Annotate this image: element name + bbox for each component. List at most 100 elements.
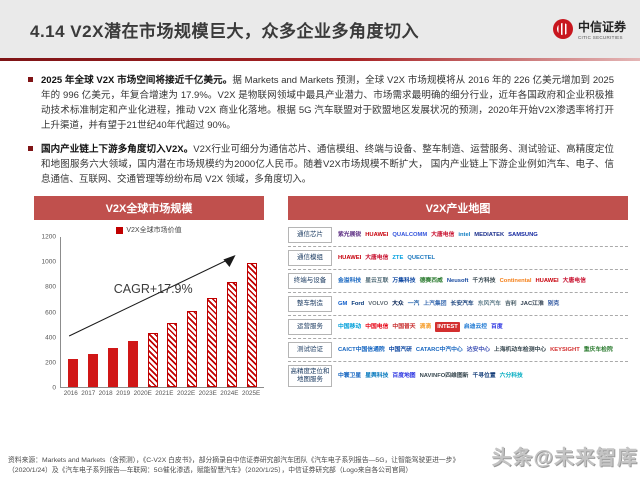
bullet-item-2: 国内产业链上下游多角度切入V2X。V2X行业可细分为通信芯片、通信模组、终端与设… bbox=[28, 142, 614, 187]
y-axis-tick: 1000 bbox=[41, 258, 56, 266]
bar-series bbox=[61, 237, 264, 387]
company-logos: 中寰卫星 星舆科技 百度地图 NAVINFO四维图新 千寻位置 六分科技 bbox=[338, 371, 628, 381]
industry-map-panel: V2X产业地图 通信芯片 紫光展锐 HUAWEI QUALCOMM 大唐电信 intel M… bbox=[288, 196, 628, 397]
bar-2022E bbox=[187, 311, 198, 387]
company-logo: ZTE bbox=[392, 255, 404, 261]
source-line-1: 资料来源：Markets and Markets（含预测），《C-V2X 白皮书… bbox=[8, 457, 460, 464]
company-logo: 金溢科技 bbox=[338, 278, 362, 284]
bullet-text: 国内产业链上下游多角度切入V2X。V2X行业可细分为通信芯片、通信模组、终端与设… bbox=[41, 142, 614, 187]
y-axis-tick: 1200 bbox=[41, 233, 56, 241]
company-logos: 紫光展锐 HUAWEI QUALCOMM 大唐电信 intel MEDIATEK SAMSU… bbox=[338, 230, 628, 240]
company-logo: 中国汽研 bbox=[388, 347, 412, 353]
company-logo: 重庆车检院 bbox=[583, 347, 613, 353]
y-axis-tick: 200 bbox=[45, 359, 56, 367]
category-label: 通信模组 bbox=[288, 250, 332, 266]
company-logo: QUECTEL bbox=[407, 255, 436, 261]
company-logos: HUAWEI 大唐电信 ZTE QUECTEL bbox=[338, 253, 628, 263]
company-logo: SAMSUNG bbox=[508, 232, 538, 238]
y-axis-tick: 800 bbox=[45, 283, 56, 291]
y-axis-tick: 600 bbox=[45, 309, 56, 316]
category-label: 测试验证 bbox=[288, 342, 332, 358]
company-logo: NAVINFO四维图新 bbox=[419, 373, 469, 379]
company-logo: INTEST bbox=[435, 322, 460, 332]
company-logo: 别克 bbox=[547, 301, 560, 307]
legend-swatch-icon bbox=[116, 226, 124, 234]
company-logo: 星云互联 bbox=[365, 278, 389, 284]
company-logo: 中国普天 bbox=[392, 324, 416, 330]
cagr-annotation: CAGR+17.9% bbox=[113, 282, 193, 296]
plot-area: CAGR+17.9% bbox=[60, 237, 264, 388]
company-logo: 上汽集团 bbox=[423, 301, 447, 307]
bar-2019 bbox=[127, 340, 138, 387]
bullet-lead: 国内产业链上下游多角度切入V2X。 bbox=[41, 144, 194, 155]
header-divider bbox=[0, 58, 640, 61]
company-logo: 德赛西威 bbox=[419, 278, 443, 284]
industry-map-row: 整车制造 GM Ford VOLVO 大众 一汽 上汽集团 长安汽车 东风汽车 吉利 JAC江淮 别克 bbox=[288, 293, 628, 316]
industry-map-row: 通信芯片 紫光展锐 HUAWEI QUALCOMM 大唐电信 intel MEDIATEK S… bbox=[288, 224, 628, 247]
bar-2024E bbox=[227, 281, 238, 387]
bar-2021E bbox=[167, 322, 178, 387]
company-logo: HUAWEI bbox=[365, 232, 389, 238]
company-logo: 紫光展锐 bbox=[338, 232, 362, 238]
company-logo: 中国电信 bbox=[365, 324, 389, 330]
y-axis-tick: 400 bbox=[45, 334, 56, 342]
slide-header: 4.14 V2X潜在市场规模巨大，众多企业多角度切入 中信证券 CITIC SE… bbox=[0, 0, 640, 58]
x-axis-tick: 2023E bbox=[198, 390, 217, 397]
company-logo: MEDIATEK bbox=[474, 232, 505, 238]
citic-brand-logo: 中信证券 CITIC SECURITIES bbox=[552, 18, 626, 40]
content-panels: V2X全球市场规模 V2X全球市场价值 0 200 400 600 800 1000 120… bbox=[34, 196, 628, 397]
x-axis-tick: 2022E bbox=[176, 390, 196, 397]
company-logo: 大众 bbox=[392, 301, 404, 307]
company-logo: 万集科技 bbox=[392, 278, 416, 284]
industry-map-row: 高精度定位和地图服务 中寰卫星 星舆科技 百度地图 NAVINFO四维图新 千寻位置 六分科… bbox=[288, 362, 628, 390]
bar-2020E bbox=[147, 332, 158, 387]
company-logo: 千方科技 bbox=[472, 278, 496, 284]
company-logo: 达安中心 bbox=[466, 347, 490, 353]
watermark-text: 头条@未来智库 bbox=[491, 447, 638, 469]
company-logo: 上海机动车检测中心 bbox=[493, 347, 547, 353]
company-logo: CAICT中国信通院 bbox=[338, 347, 385, 353]
x-axis-tick: 2020E bbox=[133, 390, 152, 397]
bar-chart: 0 200 400 600 800 1000 1200 CAGR+17.9% bbox=[34, 233, 264, 392]
bar-2017 bbox=[87, 353, 98, 387]
company-logo: 星舆科技 bbox=[365, 373, 389, 379]
page-title: 4.14 V2X潜在市场规模巨大，众多企业多角度切入 bbox=[30, 21, 419, 41]
bullet-lead: 2025 年全球 V2X 市场空间将接近千亿美元。 bbox=[41, 75, 233, 86]
company-logos: 中国移动 中国电信 中国普天 滴滴 INTEST 启迪云控 百度 bbox=[338, 322, 628, 332]
company-logos: CAICT中国信通院 中国汽研 CATARC中汽中心 达安中心 上海机动车检测中心 KEY… bbox=[338, 345, 628, 355]
bullet-text: 2025 年全球 V2X 市场空间将接近千亿美元。据 Markets and M… bbox=[41, 73, 614, 133]
company-logo: 百度地图 bbox=[392, 373, 416, 379]
company-logo: GM bbox=[338, 301, 348, 307]
summary-bullets: 2025 年全球 V2X 市场空间将接近千亿美元。据 Markets and M… bbox=[0, 61, 640, 187]
company-logo: Ford bbox=[351, 301, 365, 307]
company-logo: 长安汽车 bbox=[450, 301, 474, 307]
company-logo: Continental bbox=[499, 278, 532, 284]
bar-2016 bbox=[67, 358, 78, 387]
company-logo: 滴滴 bbox=[419, 324, 432, 330]
company-logo: 大唐电信 bbox=[431, 232, 455, 238]
company-logos: 金溢科技 星云互联 万集科技 德赛西威 Neusoft 千方科技 Continental HU… bbox=[338, 276, 628, 286]
market-size-chart-panel: V2X全球市场规模 V2X全球市场价值 0 200 400 600 800 1000 120… bbox=[34, 196, 264, 397]
company-logo: 一汽 bbox=[407, 301, 420, 307]
company-logo: QUALCOMM bbox=[392, 232, 428, 238]
trend-arrow-icon bbox=[61, 255, 236, 387]
x-axis-tick: 2016 bbox=[63, 390, 78, 397]
x-axis-tick: 2025E bbox=[241, 390, 261, 397]
legend-label: V2X全球市场价值 bbox=[126, 227, 182, 234]
bullet-body: 据 Markets and Markets 预测，全球 V2X 市场规模将从 2… bbox=[41, 75, 614, 131]
company-logo: 大唐电信 bbox=[562, 278, 586, 284]
bar-2025E bbox=[246, 262, 257, 387]
category-label: 运营服务 bbox=[288, 319, 332, 335]
brand-name-cn: 中信证券 bbox=[577, 20, 626, 34]
company-logo: 吉利 bbox=[504, 301, 517, 307]
company-logo: 大唐电信 bbox=[365, 255, 389, 261]
source-footer: 资料来源：Markets and Markets（含预测），《C-V2X 白皮书… bbox=[8, 456, 634, 476]
industry-map-rows: 通信芯片 紫光展锐 HUAWEI QUALCOMM 大唐电信 intel MEDIATEK S… bbox=[288, 224, 628, 390]
company-logo: JAC江淮 bbox=[520, 301, 544, 307]
bar-2023E bbox=[207, 297, 218, 387]
x-axis-tick: 2021E bbox=[155, 390, 174, 397]
company-logo: intel bbox=[458, 232, 471, 238]
x-axis-tick: 2017 bbox=[81, 390, 96, 397]
chart-panel-title: V2X全球市场规模 bbox=[34, 196, 264, 220]
